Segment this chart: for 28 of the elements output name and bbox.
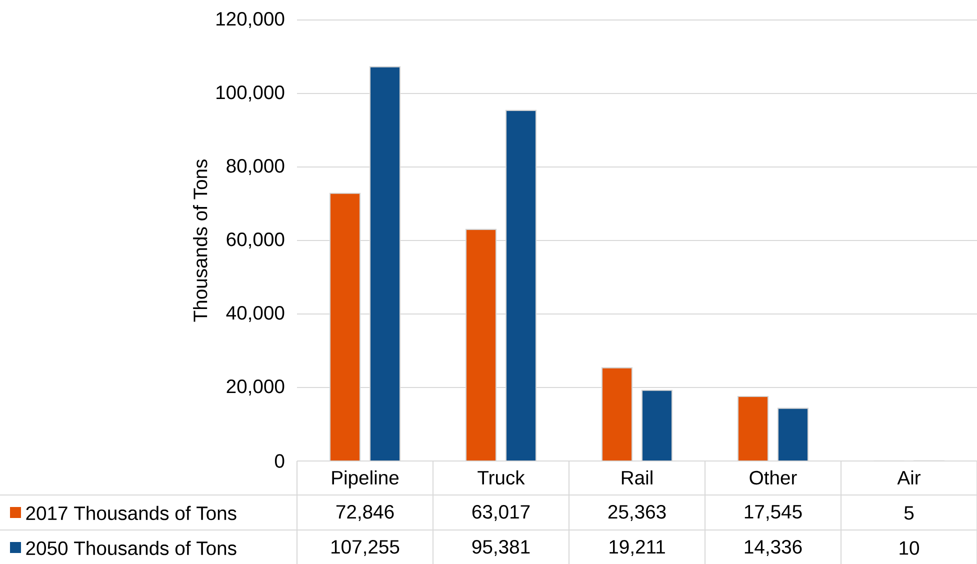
data-label: 25,363 bbox=[608, 505, 666, 521]
x-tick-label: Rail bbox=[622, 470, 652, 485]
x-tick-label: Air bbox=[897, 470, 921, 484]
data-label: 5 bbox=[904, 506, 914, 520]
data-label: 107,255 bbox=[332, 540, 400, 556]
y-axis-title: Thousands of Tons bbox=[193, 160, 208, 322]
y-tick-label: 0 bbox=[274, 454, 284, 468]
data-label: 10 bbox=[900, 541, 920, 555]
y-tick-label: 100,000 bbox=[216, 86, 284, 102]
y-tick-label: 80,000 bbox=[226, 159, 284, 175]
data-label: 95,381 bbox=[472, 540, 530, 556]
data-label: 63,017 bbox=[472, 505, 530, 521]
x-tick-label: Other bbox=[750, 470, 797, 485]
x-tick-label: Pipeline bbox=[332, 470, 399, 488]
y-tick-label: 20,000 bbox=[226, 380, 284, 396]
bar bbox=[641, 390, 673, 461]
bar bbox=[737, 396, 769, 461]
data-label: 14,336 bbox=[744, 540, 802, 556]
data-label: 72,846 bbox=[336, 505, 394, 521]
legend-label: 2017 Thousands of Tons bbox=[26, 506, 236, 520]
x-tick-label: Truck bbox=[478, 470, 525, 485]
data-label: 17,545 bbox=[744, 505, 802, 521]
legend-label: 2050 Thousands of Tons bbox=[26, 540, 236, 556]
data-label: 19,211 bbox=[610, 540, 665, 556]
y-tick-label: 120,000 bbox=[216, 12, 284, 28]
y-tick-label: 40,000 bbox=[226, 306, 284, 322]
y-tick-label: 60,000 bbox=[226, 232, 284, 248]
bar bbox=[777, 408, 809, 461]
